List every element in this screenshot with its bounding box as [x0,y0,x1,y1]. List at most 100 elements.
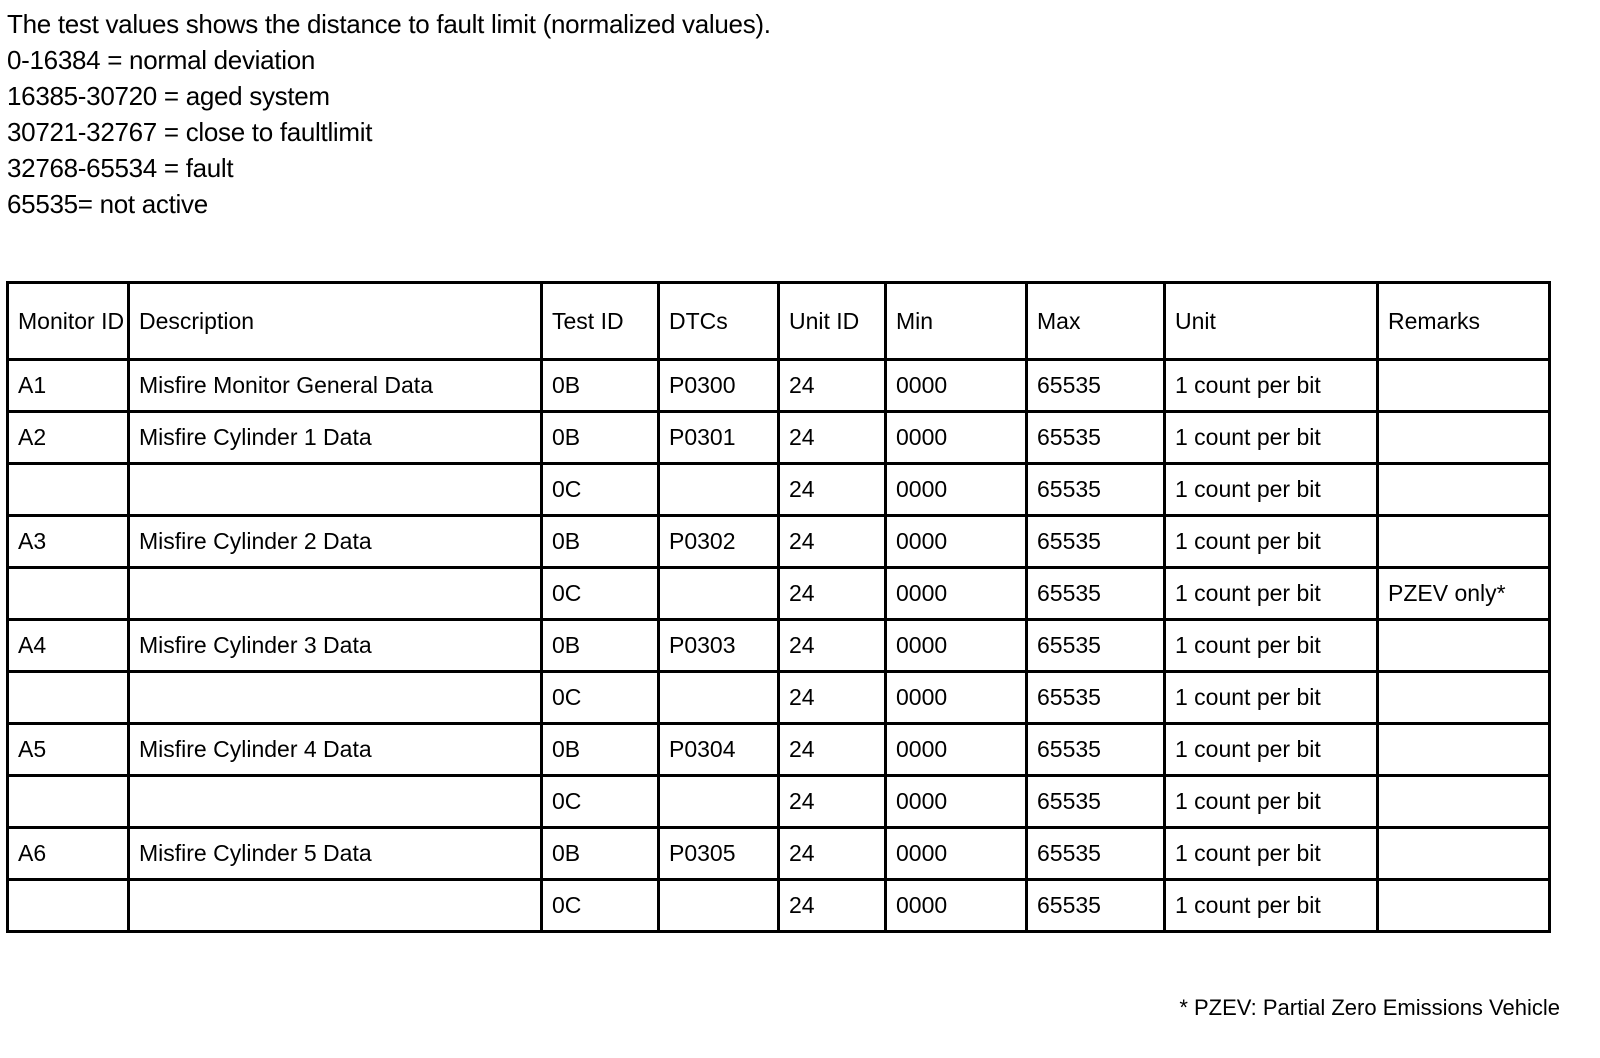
cell-test-id: 0C [540,566,660,621]
cell-dtcs: P0305 [657,826,780,881]
cell-unit-id: 24 [777,722,887,777]
cell-max: 65535 [1025,670,1166,725]
cell-max: 65535 [1025,722,1166,777]
cell-description [127,462,543,517]
cell-monitor-id: A2 [6,410,130,465]
cell-remarks [1376,774,1551,829]
cell-monitor-id [6,566,130,621]
cell-unit: 1 count per bit [1163,878,1379,933]
cell-unit-id: 24 [777,462,887,517]
cell-monitor-id [6,878,130,933]
cell-min: 0000 [884,774,1028,829]
cell-unit-id: 24 [777,774,887,829]
cell-remarks [1376,410,1551,465]
table-row: A4 Misfire Cylinder 3 Data 0B P0303 24 0000 65… [6,618,1551,673]
cell-dtcs [657,670,780,725]
cell-unit: 1 count per bit [1163,514,1379,569]
cell-unit: 1 count per bit [1163,410,1379,465]
cell-monitor-id: A5 [6,722,130,777]
cell-description: Misfire Cylinder 1 Data [127,410,543,465]
cell-dtcs: P0301 [657,410,780,465]
cell-monitor-id: A4 [6,618,130,673]
table-row: A6 Misfire Cylinder 5 Data 0B P0305 24 0000 65… [6,826,1551,881]
cell-dtcs [657,878,780,933]
cell-remarks [1376,358,1551,413]
cell-description [127,670,543,725]
header-remarks: Remarks [1376,281,1551,361]
cell-dtcs [657,462,780,517]
cell-description [127,774,543,829]
cell-dtcs: P0302 [657,514,780,569]
cell-remarks [1376,514,1551,569]
range-normal: 0-16384 = normal deviation [7,45,316,75]
cell-unit: 1 count per bit [1163,618,1379,673]
monitor-table: Monitor ID Description Test ID DTCs Unit ID M… [6,281,1551,933]
cell-max: 65535 [1025,566,1166,621]
cell-description: Misfire Cylinder 5 Data [127,826,543,881]
cell-min: 0000 [884,462,1028,517]
cell-min: 0000 [884,826,1028,881]
cell-description [127,878,543,933]
cell-dtcs: P0300 [657,358,780,413]
footnote: * PZEV: Partial Zero Emissions Vehicle [1179,995,1560,1020]
cell-test-id: 0B [540,618,660,673]
table-row: 0C 24 0000 65535 1 count per bit [6,670,1551,725]
cell-unit-id: 24 [777,878,887,933]
cell-test-id: 0B [540,410,660,465]
range-close: 30721-32767 = close to faultlimit [7,117,373,147]
cell-dtcs: P0304 [657,722,780,777]
cell-max: 65535 [1025,514,1166,569]
cell-monitor-id: A3 [6,514,130,569]
table-row: 0C 24 0000 65535 1 count per bit [6,878,1551,933]
cell-remarks [1376,462,1551,517]
cell-unit-id: 24 [777,410,887,465]
cell-max: 65535 [1025,774,1166,829]
cell-max: 65535 [1025,410,1166,465]
cell-unit: 1 count per bit [1163,566,1379,621]
cell-dtcs [657,566,780,621]
intro-text: The test values shows the distance to fa… [7,6,771,222]
table-row: 0C 24 0000 65535 1 count per bit PZEV only* [6,566,1551,621]
cell-unit-id: 24 [777,358,887,413]
intro-heading: The test values shows the distance to fa… [7,9,771,39]
table-header-row: Monitor ID Description Test ID DTCs Unit ID M… [6,281,1551,361]
cell-description [127,566,543,621]
cell-test-id: 0C [540,878,660,933]
cell-min: 0000 [884,514,1028,569]
cell-dtcs [657,774,780,829]
cell-max: 65535 [1025,358,1166,413]
cell-unit: 1 count per bit [1163,358,1379,413]
table-row: A5 Misfire Cylinder 4 Data 0B P0304 24 0000 65… [6,722,1551,777]
cell-unit: 1 count per bit [1163,722,1379,777]
table-row: 0C 24 0000 65535 1 count per bit [6,462,1551,517]
cell-max: 65535 [1025,618,1166,673]
cell-monitor-id [6,774,130,829]
cell-test-id: 0C [540,462,660,517]
cell-test-id: 0C [540,670,660,725]
header-unit-id: Unit ID [777,281,887,361]
cell-description: Misfire Cylinder 2 Data [127,514,543,569]
cell-min: 0000 [884,670,1028,725]
table-row: A1 Misfire Monitor General Data 0B P0300 24 0… [6,358,1551,413]
cell-test-id: 0C [540,774,660,829]
cell-unit-id: 24 [777,566,887,621]
cell-min: 0000 [884,358,1028,413]
table-row: A3 Misfire Cylinder 2 Data 0B P0302 24 0000 65… [6,514,1551,569]
header-test-id: Test ID [540,281,660,361]
cell-description: Misfire Monitor General Data [127,358,543,413]
cell-test-id: 0B [540,358,660,413]
cell-min: 0000 [884,410,1028,465]
header-description: Description [127,281,543,361]
cell-remarks [1376,722,1551,777]
cell-dtcs: P0303 [657,618,780,673]
cell-monitor-id: A1 [6,358,130,413]
cell-max: 65535 [1025,462,1166,517]
header-dtcs: DTCs [657,281,780,361]
cell-unit: 1 count per bit [1163,826,1379,881]
cell-remarks [1376,618,1551,673]
cell-min: 0000 [884,722,1028,777]
header-max: Max [1025,281,1166,361]
cell-remarks [1376,878,1551,933]
cell-remarks [1376,826,1551,881]
cell-remarks: PZEV only* [1376,566,1551,621]
